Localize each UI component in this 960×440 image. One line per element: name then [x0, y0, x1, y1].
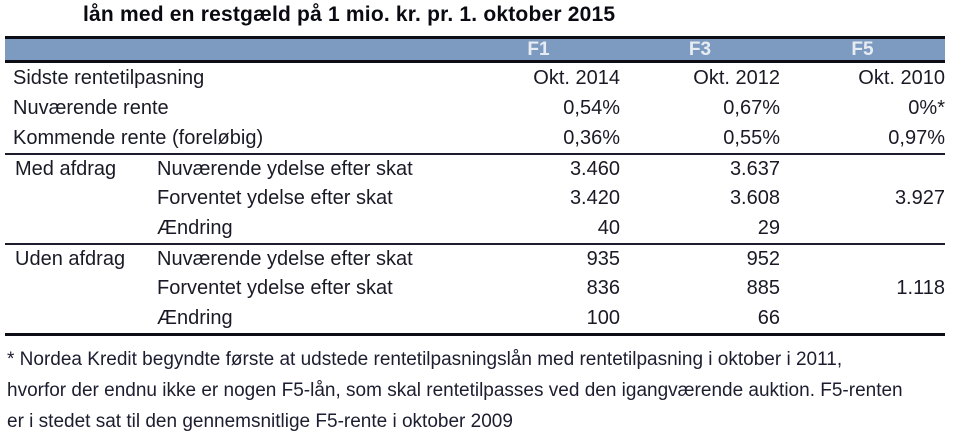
cell-f1: 100 — [586, 306, 620, 329]
row-label: Kommende rente (foreløbig) — [13, 126, 264, 149]
row-label: Ændring — [157, 306, 233, 329]
row-label: Forventet ydelse efter skat — [157, 276, 393, 299]
table-row-uden-afdrag-aendring: Ændring 100 66 — [5, 303, 945, 333]
cell-f1: 3.420 — [569, 186, 620, 209]
cell-f3: 952 — [746, 247, 780, 270]
column-header-f1: F1 — [527, 39, 550, 60]
cell-f5: Okt. 2010 — [858, 66, 945, 89]
footnote-line-1: * Nordea Kredit begyndte første at udste… — [7, 349, 843, 370]
cell-f1: 836 — [586, 276, 620, 299]
column-header-f5: F5 — [851, 39, 874, 60]
table-row-med-afdrag-forventet: Forventet ydelse efter skat 3.420 3.608 … — [5, 183, 945, 213]
cell-f1: 0,54% — [563, 96, 620, 119]
column-header-f3: F3 — [688, 39, 712, 60]
cell-f3: 66 — [757, 306, 780, 329]
cell-f1: 3.460 — [569, 157, 620, 180]
table-row-sidste-rentetilpasning: Sidste rentetilpasning Okt. 2014 Okt. 20… — [5, 63, 945, 93]
table-row-med-afdrag-nuvaerende: Med afdrag Nuværende ydelse efter skat 3… — [5, 153, 945, 183]
cell-f1: 0,36% — [563, 126, 620, 149]
cell-f3: 3.637 — [729, 157, 780, 180]
cell-f5: 0,97% — [888, 126, 945, 149]
table-row-nuvaerende-rente: Nuværende rente 0,54% 0,67% 0%* — [5, 93, 945, 123]
cell-f1: 40 — [597, 216, 620, 239]
table-row-med-afdrag-aendring: Ændring 40 29 — [5, 213, 945, 243]
cell-f1: Okt. 2014 — [533, 66, 620, 89]
table-row-uden-afdrag-forventet: Forventet ydelse efter skat 836 885 1.11… — [5, 273, 945, 303]
cell-f3: 29 — [757, 216, 780, 239]
footnote: * Nordea Kredit begyndte første at udste… — [7, 344, 960, 437]
cell-f3: Okt. 2012 — [693, 66, 780, 89]
table-row-uden-afdrag-nuvaerende: Uden afdrag Nuværende ydelse efter skat … — [5, 243, 945, 273]
cell-f5: 3.927 — [894, 186, 945, 209]
section-label-uden-afdrag: Uden afdrag — [15, 247, 126, 270]
row-label: Nuværende ydelse efter skat — [157, 247, 413, 270]
row-label: Forventet ydelse efter skat — [157, 186, 393, 209]
cell-f3: 3.608 — [729, 186, 780, 209]
table-row-kommende-rente: Kommende rente (foreløbig) 0,36% 0,55% 0… — [5, 123, 945, 153]
footnote-line-3: er i stedet sat til den gennemsnitlige F… — [7, 411, 513, 432]
cell-f3: 0,67% — [723, 96, 780, 119]
row-label: Sidste rentetilpasning — [13, 66, 205, 89]
page-title: lån med en restgæld på 1 mio. kr. pr. 1.… — [83, 3, 616, 26]
row-label: Ændring — [157, 216, 233, 239]
cell-f5: 1.118 — [896, 276, 945, 299]
cell-f1: 935 — [586, 247, 620, 270]
row-label: Nuværende ydelse efter skat — [157, 157, 413, 180]
cell-f3: 885 — [746, 276, 780, 299]
table-header-row: F1 F3 F5 — [5, 36, 945, 63]
row-label: Nuværende rente — [13, 96, 169, 119]
loan-rate-table: F1 F3 F5 Sidste rentetilpasning Okt. 201… — [5, 36, 945, 336]
cell-f3: 0,55% — [723, 126, 780, 149]
section-label-med-afdrag: Med afdrag — [15, 157, 117, 180]
footnote-line-2: hvorfor der endnu ikke er nogen F5-lån, … — [7, 380, 903, 401]
cell-f5: 0%* — [908, 96, 945, 119]
